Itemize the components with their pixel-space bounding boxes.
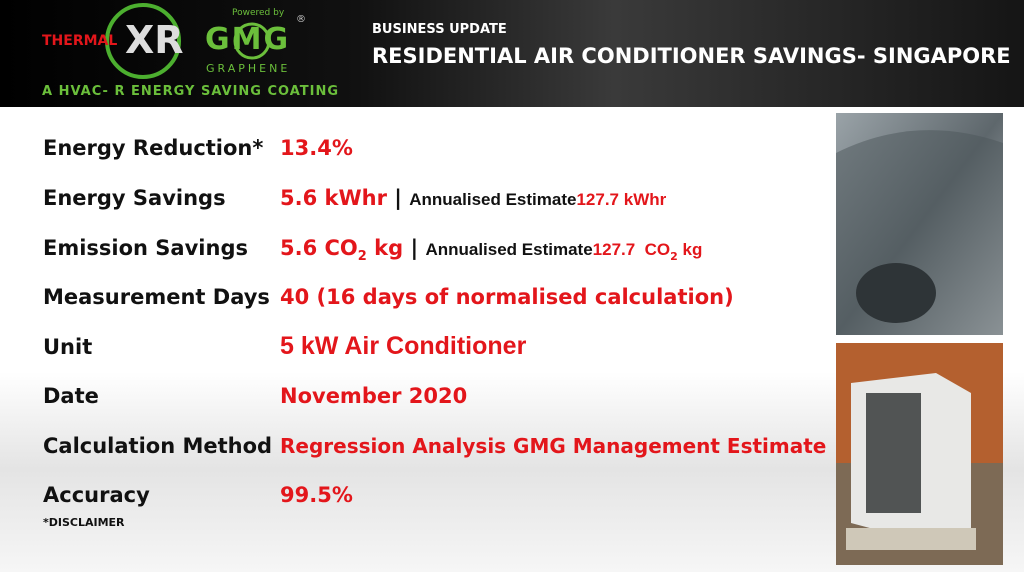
value: 5 kW Air Conditioner — [280, 332, 527, 360]
value: 13.4% — [280, 136, 353, 160]
logo-graphic — [105, 3, 271, 79]
row-value: 40 (16 days of normalised calculation) — [280, 285, 734, 309]
row-label: Energy Savings — [43, 186, 226, 210]
brand-mark: XR — [125, 18, 184, 62]
row-label: Emission Savings — [43, 236, 248, 260]
title: RESIDENTIAL AIR CONDITIONER SAVINGS- SIN… — [372, 44, 1011, 68]
registered: ® — [296, 14, 306, 25]
brand-left: THERMAL — [42, 33, 118, 49]
separator: | — [410, 236, 419, 260]
value: 40 (16 days of normalised calculation) — [280, 285, 734, 309]
separator: | — [394, 186, 402, 210]
note: Annualised Estimate — [425, 240, 593, 259]
row-value: Regression Analysis GMG Management Estim… — [280, 434, 826, 458]
subscript: 2 — [670, 250, 678, 263]
row-value: 5.6 kWhr | Annualised Estimate127.7 kWhr — [280, 186, 666, 210]
value: 127.7 kWhr — [576, 190, 667, 209]
row-label: Energy Reduction* — [43, 136, 264, 160]
kicker: BUSINESS UPDATE — [372, 22, 507, 37]
brand-sub: GRAPHENE — [206, 62, 291, 75]
value: November 2020 — [280, 384, 468, 408]
row-label: Date — [43, 384, 99, 408]
value: Regression Analysis GMG Management Estim… — [280, 434, 827, 458]
row-value: 99.5% — [280, 483, 353, 507]
row-label: Calculation Method — [43, 434, 273, 458]
value: 127.7 CO — [592, 240, 671, 259]
row-value: 5.6 CO2 kg | Annualised Estimate127.7 CO… — [280, 236, 702, 264]
header: THERMAL XR Powered by GMG ® GRAPHENE A H… — [0, 0, 1024, 107]
row-label: Unit — [43, 335, 93, 359]
value: 5.6 kWhr — [280, 186, 387, 210]
footnote: *DISCLAIMER — [43, 516, 125, 529]
value: 5.6 CO — [280, 236, 358, 260]
row-label: Measurement Days — [43, 285, 270, 309]
subscript: 2 — [357, 249, 367, 264]
row-value: November 2020 — [280, 384, 467, 408]
brand-right: GMG — [205, 22, 291, 57]
row-value: 5 kW Air Conditioner — [280, 332, 526, 361]
tagline: A HVAC- R ENERGY SAVING COATING — [42, 84, 340, 99]
photo-coil — [836, 113, 1003, 335]
value: kg — [366, 236, 404, 260]
note: Annualised Estimate — [409, 190, 577, 209]
row-label: Accuracy — [43, 483, 150, 507]
value: 99.5% — [280, 483, 353, 507]
value: kg — [677, 240, 703, 259]
photo-unit — [836, 343, 1003, 565]
powered-by: Powered by — [232, 8, 285, 18]
row-value: 13.4% — [280, 136, 353, 160]
